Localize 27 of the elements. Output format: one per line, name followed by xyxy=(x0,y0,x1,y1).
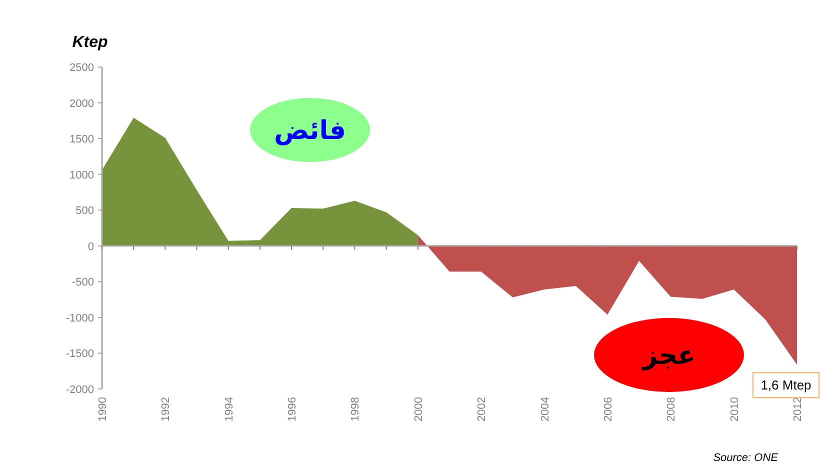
annotation: عجز xyxy=(640,341,696,371)
y-tick-label: -500 xyxy=(72,276,94,289)
x-tick-label: 2002 xyxy=(476,397,488,422)
x-tick-label: 1990 xyxy=(97,397,109,422)
annotation: 1,6 Mtep xyxy=(760,378,812,393)
y-tick-label: 500 xyxy=(76,205,94,218)
x-tick-label: 1994 xyxy=(223,397,236,422)
x-tick-label: 2010 xyxy=(728,397,741,422)
annotation: فائض xyxy=(274,116,346,146)
y-tick-label: -1500 xyxy=(66,348,94,360)
y-tick-label: 2500 xyxy=(70,62,94,74)
y-tick-label: 0 xyxy=(88,240,94,253)
x-tick-label: 2012 xyxy=(792,397,804,422)
x-tick-label: 1992 xyxy=(160,397,172,422)
y-axis-title: Ktep xyxy=(72,34,108,51)
x-tick-label: 1998 xyxy=(350,397,362,422)
y-tick-label: 2000 xyxy=(70,98,94,110)
x-tick-label: 2004 xyxy=(539,397,552,422)
x-tick-label: 2006 xyxy=(602,397,614,422)
x-tick-label: 2008 xyxy=(666,397,678,422)
y-tick-label: -2000 xyxy=(66,384,94,396)
source-note: Source: ONE xyxy=(713,452,779,464)
y-tick-label: 1000 xyxy=(70,169,94,182)
y-tick-label: -1000 xyxy=(66,312,94,324)
x-tick-label: 2000 xyxy=(412,397,425,422)
x-tick-label: 1996 xyxy=(286,397,299,422)
y-tick-label: 1500 xyxy=(70,134,94,146)
